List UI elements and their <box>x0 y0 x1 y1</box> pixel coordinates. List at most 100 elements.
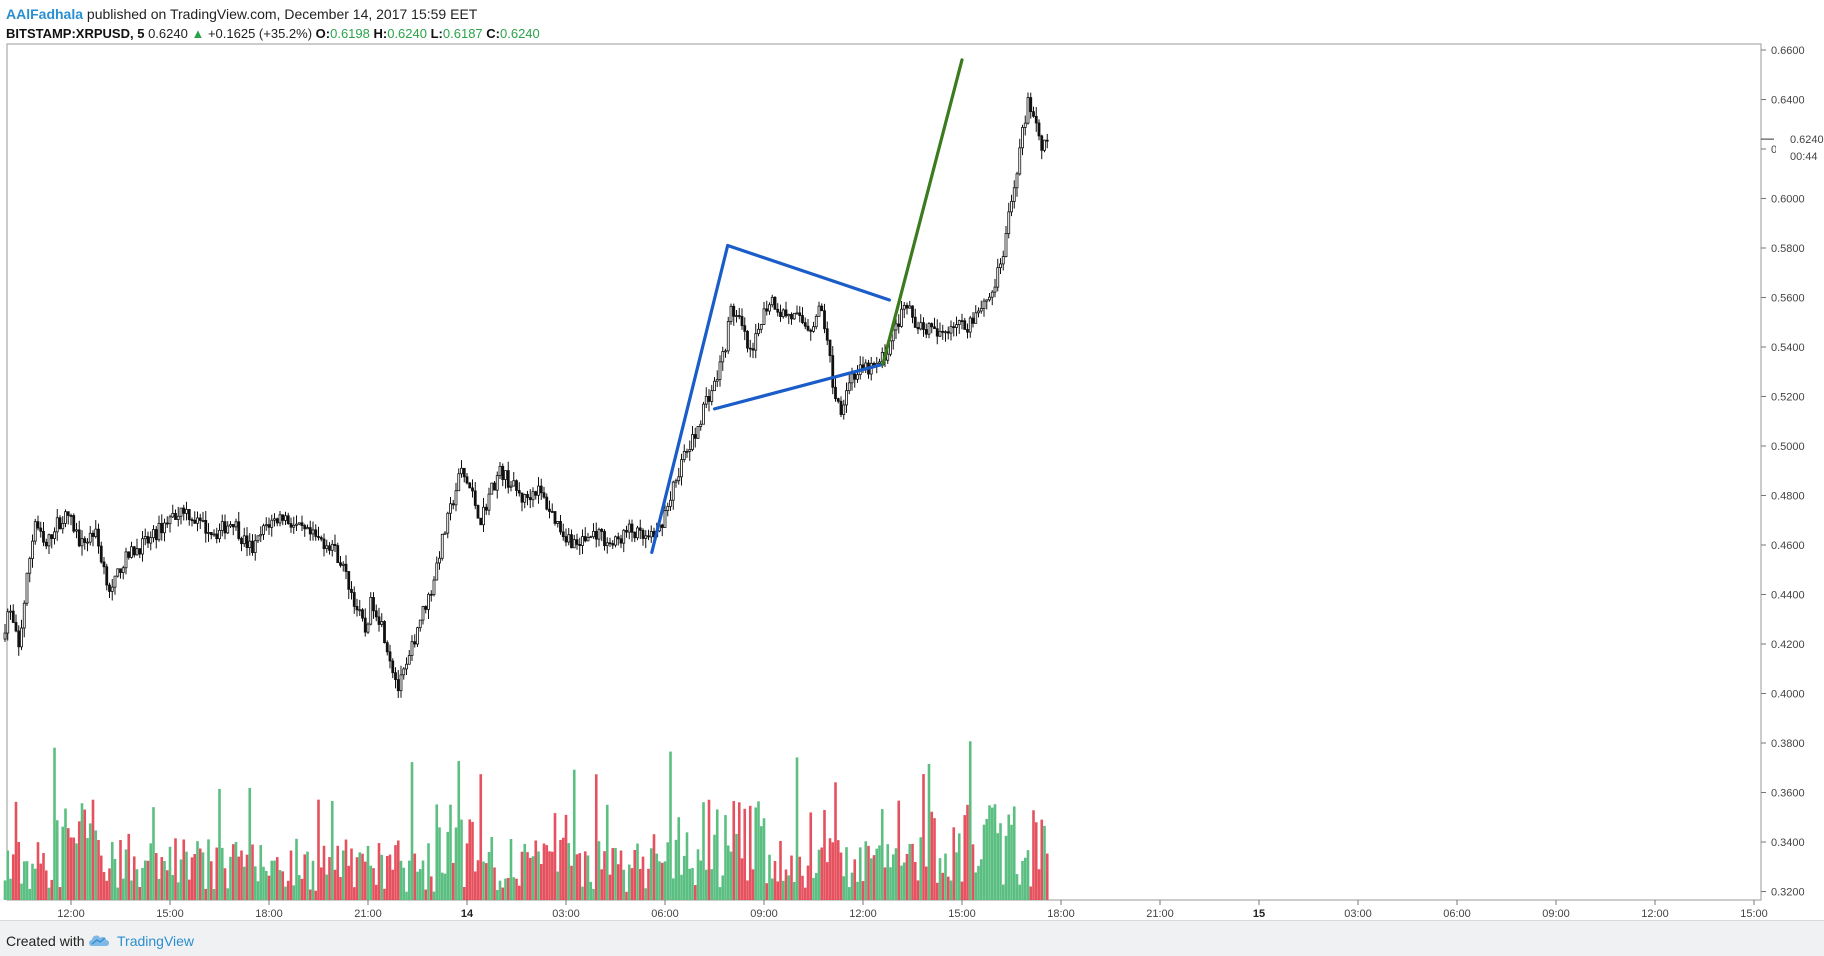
price-axis[interactable]: 0.66000.64000.62000.60000.58000.56000.54… <box>1761 45 1805 899</box>
volume-bar <box>69 837 73 900</box>
candle-body <box>583 536 587 542</box>
candle-body <box>270 519 274 528</box>
volume-bar <box>512 877 516 900</box>
volume-bar <box>790 855 793 900</box>
volume-bar <box>867 845 870 900</box>
candle-body <box>842 404 846 415</box>
volume-bar <box>1007 814 1011 900</box>
volume-bar <box>20 883 23 900</box>
candle-body <box>504 470 507 480</box>
y-tick-label: 0.6600 <box>1771 45 1805 57</box>
candle-body <box>878 361 881 364</box>
candle-body <box>1018 147 1022 175</box>
symbol-name[interactable]: BITSTAMP:XRPUSD, 5 <box>6 26 145 41</box>
flag-upper-trendline[interactable] <box>726 243 892 302</box>
candle-body <box>751 348 755 351</box>
candle-body <box>814 315 818 328</box>
candle-body <box>1004 233 1008 258</box>
candle-body <box>196 517 199 524</box>
candle-body <box>561 531 565 538</box>
candle-body <box>374 610 378 618</box>
tradingview-brand-link[interactable]: TradingView <box>117 933 195 949</box>
volume-bar <box>127 833 131 900</box>
volume-bar <box>660 862 664 900</box>
volume-bar <box>385 856 389 900</box>
volume-bar <box>138 886 142 900</box>
volume-bar <box>234 842 238 900</box>
price-chart[interactable]: 0.66000.64000.62000.60000.58000.56000.54… <box>0 0 1824 920</box>
volume-bar <box>102 872 106 900</box>
author-link[interactable]: AAlFadhala <box>6 6 84 22</box>
volume-bar <box>625 891 628 900</box>
volume-bar <box>748 805 752 900</box>
candle-body <box>718 361 722 380</box>
volume-bar <box>259 845 263 900</box>
volume-bar <box>454 827 458 900</box>
volume-bar <box>42 853 45 900</box>
volume-bar <box>548 851 551 900</box>
candle-body <box>322 538 326 550</box>
volume-bar <box>682 855 686 900</box>
volume-bar <box>831 842 835 900</box>
candle-body <box>86 541 89 544</box>
x-tick-label: 09:00 <box>750 908 778 920</box>
last-price: 0.6240 <box>148 26 188 41</box>
candle-body <box>812 326 815 332</box>
candle-body <box>660 524 664 528</box>
time-axis[interactable]: 12:00 15:00 18:00 21:00 14 03:00 06:00 09:00 12:… <box>57 900 1768 920</box>
volume-bar <box>160 857 164 900</box>
volume-bar <box>952 827 956 900</box>
candle-body <box>955 324 958 328</box>
candle-body <box>130 546 133 558</box>
volume-bar <box>891 854 895 900</box>
volume-bar <box>1004 835 1008 900</box>
tradingview-cloud-icon[interactable] <box>88 933 110 947</box>
candle-body <box>22 602 26 629</box>
candle-body <box>347 571 351 590</box>
candle-body <box>102 561 106 568</box>
candle-body <box>616 536 620 540</box>
volume-bar <box>757 801 760 900</box>
candle-body <box>809 329 813 332</box>
candle-body <box>311 529 315 535</box>
x-tick-label: 09:00 <box>1542 908 1570 920</box>
volume-bar <box>773 860 777 900</box>
candle-body <box>556 521 560 524</box>
flag-lower-trendline[interactable] <box>712 362 885 411</box>
flagpole-trendline[interactable] <box>650 243 730 555</box>
volume-bar <box>996 833 1000 900</box>
candle-body <box>847 382 851 392</box>
candle-body <box>674 480 678 483</box>
volume-bar <box>933 818 936 900</box>
candle-body <box>999 263 1002 269</box>
candle-body <box>171 513 175 518</box>
volume-bar <box>586 855 590 900</box>
x-tick-label: 12:00 <box>1641 908 1669 920</box>
volume-bar <box>424 889 428 900</box>
candle-body <box>372 597 375 612</box>
volume-bar <box>245 854 249 900</box>
volume-bar <box>935 882 939 900</box>
volume-bar <box>457 761 461 900</box>
volume-bar <box>581 886 584 900</box>
volume-bar <box>817 849 821 900</box>
breakout-trendline[interactable] <box>881 58 964 366</box>
chart-pane-border <box>6 43 1762 901</box>
candle-body <box>413 641 417 645</box>
volume-bar <box>597 841 601 900</box>
candle-body <box>886 353 890 361</box>
volume-bar <box>141 867 144 900</box>
candle-body <box>443 532 447 535</box>
volume-bar <box>292 885 296 900</box>
volume-bar <box>798 856 802 900</box>
volume-bar <box>432 891 436 900</box>
volume-bar <box>715 809 719 900</box>
candle-body <box>449 503 452 514</box>
volume-bar <box>515 878 518 900</box>
candle-body <box>369 597 373 625</box>
candle-body <box>446 512 450 534</box>
candle-body <box>630 523 634 533</box>
trendline-drawings[interactable] <box>650 58 964 555</box>
volume-bar <box>803 887 807 900</box>
candle-body <box>490 482 494 495</box>
